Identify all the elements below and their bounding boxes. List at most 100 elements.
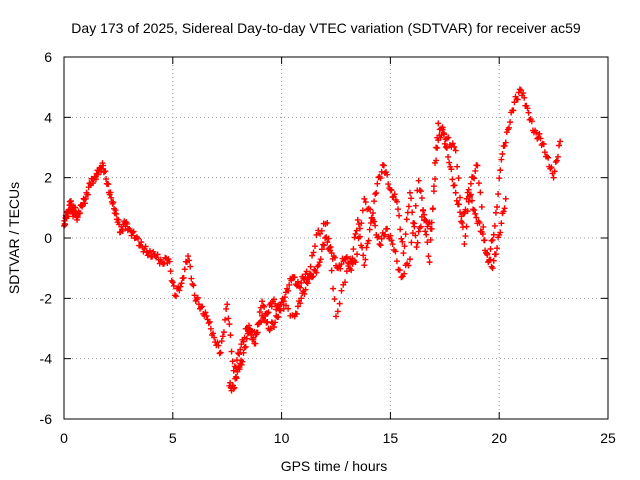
y-tick-label: 2	[44, 170, 52, 186]
data-point	[231, 384, 238, 391]
data-point	[298, 295, 305, 302]
data-point	[454, 163, 461, 170]
data-point	[457, 194, 464, 201]
data-point	[176, 287, 183, 294]
data-point	[432, 175, 439, 182]
data-point	[110, 199, 117, 206]
data-point	[479, 231, 486, 238]
data-point	[445, 153, 452, 160]
data-point	[282, 302, 289, 309]
data-point	[285, 305, 292, 312]
data-point	[202, 309, 209, 316]
data-points	[61, 86, 564, 394]
data-point	[503, 129, 510, 136]
data-point	[324, 239, 331, 246]
data-point	[405, 203, 412, 210]
data-point	[477, 189, 484, 196]
data-point	[433, 157, 440, 164]
data-point	[307, 263, 314, 270]
data-point	[170, 282, 177, 289]
data-point	[492, 251, 499, 258]
data-point	[470, 206, 477, 213]
data-point	[501, 205, 508, 212]
data-point	[408, 195, 415, 202]
data-point	[426, 259, 433, 266]
data-point	[68, 200, 75, 207]
data-point	[490, 257, 497, 264]
data-point	[142, 243, 149, 250]
data-point	[372, 222, 379, 229]
data-point	[225, 315, 232, 322]
data-point	[409, 209, 416, 216]
data-point	[216, 350, 223, 357]
data-point	[236, 366, 243, 373]
axis-ticks: 0 5 10 15 20 25 -6 -4 -2 0 2 4 6	[40, 49, 616, 446]
data-point	[487, 256, 494, 263]
data-point	[330, 285, 337, 292]
data-point	[206, 318, 213, 325]
data-point	[249, 328, 256, 335]
data-point	[280, 298, 287, 305]
x-tick-label: 15	[383, 430, 399, 446]
data-point	[298, 279, 305, 286]
data-point	[223, 305, 230, 312]
data-point	[268, 303, 275, 310]
data-point	[400, 250, 407, 257]
data-point	[417, 223, 424, 230]
y-tick-label: -4	[40, 351, 53, 367]
data-point	[230, 367, 237, 374]
data-point	[294, 278, 301, 285]
data-point	[124, 220, 131, 227]
data-point	[466, 194, 473, 201]
data-point	[239, 358, 246, 365]
data-point	[465, 186, 472, 193]
data-point	[455, 175, 462, 182]
data-point	[166, 258, 173, 265]
data-point	[367, 219, 374, 226]
data-point	[388, 187, 395, 194]
data-point	[361, 262, 368, 269]
data-point	[306, 270, 313, 277]
data-point	[497, 167, 504, 174]
data-point	[333, 313, 339, 320]
data-point	[338, 287, 345, 294]
data-point	[366, 226, 373, 233]
data-point	[490, 231, 497, 238]
data-point	[227, 379, 234, 386]
data-point	[337, 265, 344, 272]
data-point	[502, 195, 509, 202]
data-point	[401, 270, 408, 277]
data-point	[422, 216, 429, 223]
data-point	[359, 207, 366, 214]
data-point	[62, 221, 69, 228]
data-point	[541, 149, 548, 156]
data-point	[499, 150, 506, 157]
data-point	[511, 99, 518, 106]
data-point	[448, 166, 455, 173]
data-point	[365, 237, 372, 244]
data-point	[82, 200, 89, 207]
data-point	[484, 251, 491, 258]
data-point	[188, 275, 195, 282]
data-point	[331, 296, 338, 303]
data-point	[409, 230, 416, 237]
data-point	[449, 140, 456, 147]
data-point	[399, 238, 406, 245]
y-tick-label: -2	[40, 290, 53, 306]
data-point	[420, 206, 427, 213]
data-point	[406, 189, 413, 196]
data-point	[309, 252, 316, 259]
data-point	[219, 333, 226, 340]
data-point	[294, 303, 301, 310]
data-point	[72, 204, 79, 211]
data-point	[525, 109, 532, 116]
data-point	[105, 181, 112, 188]
data-point	[82, 195, 89, 202]
data-point	[557, 138, 564, 145]
data-point	[205, 320, 212, 327]
data-point	[393, 258, 400, 265]
data-point	[430, 188, 437, 195]
data-point	[520, 90, 527, 97]
data-point	[548, 164, 555, 171]
data-point	[372, 191, 379, 198]
